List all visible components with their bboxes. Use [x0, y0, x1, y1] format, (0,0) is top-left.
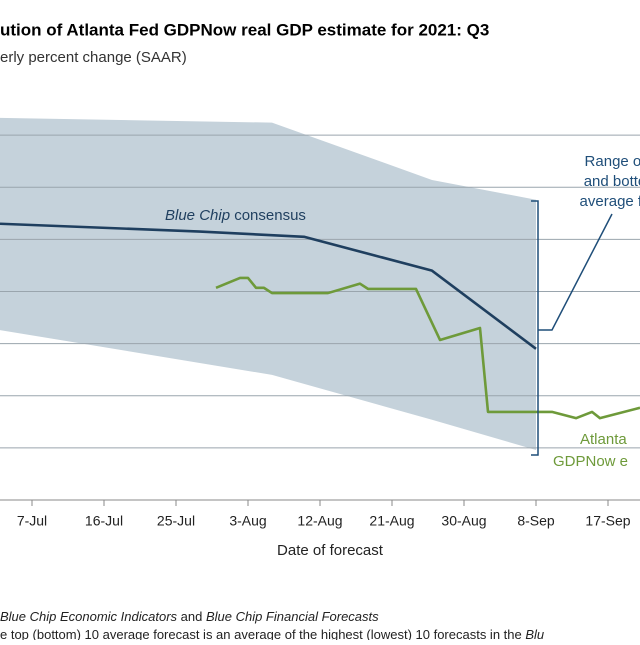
annotation: and botto: [584, 173, 640, 190]
range-bracket: [531, 200, 613, 456]
series-line: [0, 222, 537, 350]
annotation: Blue Chip consensus: [165, 207, 306, 224]
x-tick-label: 16-Jul: [85, 513, 123, 529]
annotation-part: Blue Chip: [165, 207, 230, 224]
range-band: [0, 117, 536, 450]
footnote-part: Blue Chip Financial Forecasts: [206, 609, 379, 624]
chart-subtitle: erly percent change (SAAR): [0, 49, 187, 66]
x-tick-label: 12-Aug: [297, 513, 342, 529]
x-tick-label: 3-Aug: [229, 513, 266, 529]
series-line: [215, 276, 640, 420]
annotation: GDPNow e: [553, 453, 628, 470]
footnote-part: Blue Chip Economic Indicators: [0, 609, 178, 624]
plot-area: 7-Jul 16-Jul 25-Jul 3-Aug 12-Aug 21-Aug 30-Aug…: [0, 117, 640, 529]
x-tick-label: 21-Aug: [369, 513, 414, 529]
annotation-part: consensus: [230, 207, 306, 224]
footnote-part: Blu: [525, 627, 544, 640]
footnote-part: e top (bottom) 10 average forecast is an…: [0, 627, 525, 640]
annotation: Range of: [585, 153, 640, 170]
footnote: Blue Chip Economic Indicators and Blue C…: [0, 609, 379, 624]
x-axis-label: Date of forecast: [277, 542, 384, 559]
x-tick-label: 8-Sep: [517, 513, 555, 529]
footnote: e top (bottom) 10 average forecast is an…: [0, 627, 544, 640]
x-tick-label: 25-Jul: [157, 513, 195, 529]
x-tick-label: 30-Aug: [441, 513, 486, 529]
chart-title: ution of Atlanta Fed GDPNow real GDP est…: [0, 20, 489, 39]
annotation: Atlanta: [580, 431, 627, 448]
annotation: average fo: [580, 193, 640, 210]
x-tick-label: 7-Jul: [17, 513, 47, 529]
footnote-part: and: [177, 609, 206, 624]
x-tick-label: 17-Sep: [585, 513, 630, 529]
